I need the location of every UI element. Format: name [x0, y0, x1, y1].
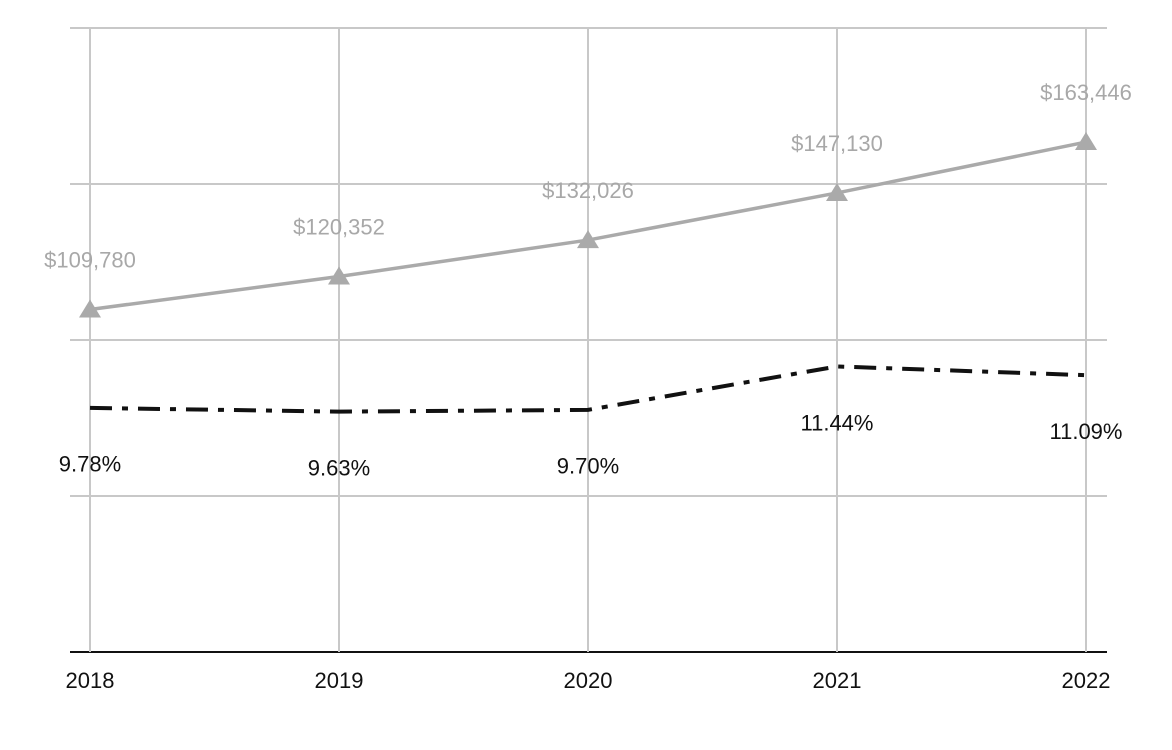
point-marker [826, 182, 848, 201]
data-label: 11.09% [1050, 419, 1123, 444]
data-label: 9.70% [557, 454, 619, 479]
x-tick-label: 2019 [315, 668, 364, 693]
point-marker [1075, 132, 1097, 151]
data-label: $109,780 [44, 247, 136, 272]
data-label: $147,130 [791, 131, 883, 156]
x-tick-label: 2022 [1062, 668, 1111, 693]
data-label: $163,446 [1040, 80, 1132, 105]
x-tick-label: 2018 [66, 668, 115, 693]
series-line [89, 364, 1087, 414]
point-marker [577, 230, 599, 249]
x-tick-label: 2021 [813, 668, 862, 693]
data-label: $132,026 [542, 178, 634, 203]
data-label: 9.63% [308, 455, 370, 480]
point-marker [79, 299, 101, 318]
point-marker [328, 266, 350, 285]
x-tick-label: 2020 [564, 668, 613, 693]
data-label: 11.44% [801, 410, 874, 435]
data-label: 9.78% [59, 452, 121, 477]
data-label: $120,352 [293, 214, 385, 239]
